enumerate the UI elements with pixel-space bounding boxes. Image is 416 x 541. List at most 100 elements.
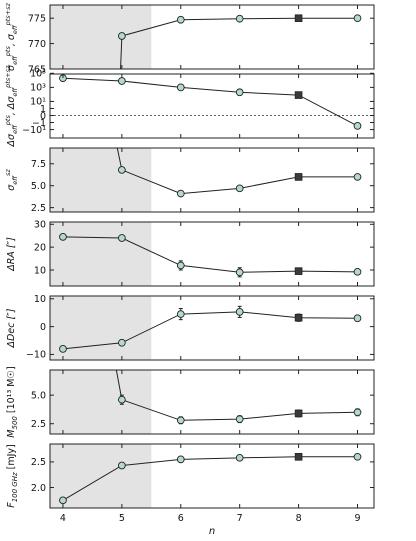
data-point-highlight [294, 91, 303, 99]
y-tick-label: 7.5 [31, 159, 46, 170]
data-point [176, 310, 185, 318]
data-point [353, 173, 362, 181]
data-point [118, 338, 126, 347]
data-point [176, 416, 185, 425]
shaded-region [50, 444, 152, 508]
data-point [235, 453, 244, 462]
y-axis-label: σeffpts, σeffpts+sz [4, 2, 19, 70]
data-point-highlight [294, 14, 303, 23]
data-layer [116, 148, 362, 198]
data-point [353, 122, 362, 130]
y-tick-label: 10¹ [30, 97, 46, 108]
shaded-region [50, 296, 152, 360]
data-layer [59, 305, 362, 353]
x-tick-label: 5 [119, 513, 125, 524]
y-tick-label: 2.0 [31, 483, 46, 494]
data-point [118, 166, 126, 174]
panel-frame [49, 221, 375, 287]
y-tick-label: −1 [32, 118, 46, 129]
data-point [118, 32, 126, 40]
shaded-region [50, 5, 152, 69]
data-layer [59, 452, 362, 505]
series-line [115, 370, 358, 421]
data-point [353, 452, 362, 461]
data-point [59, 345, 67, 353]
x-tick-label: 4 [60, 513, 66, 524]
y-tick-label: 1 [40, 104, 46, 115]
data-point [118, 395, 126, 404]
data-point [235, 14, 244, 23]
y-tick-label: 0 [40, 111, 46, 122]
y-tick-label: 20 [34, 242, 46, 253]
series-line [62, 456, 358, 501]
y-tick-label: 775 [28, 14, 46, 25]
y-axis-label: ΔDec [″] [6, 308, 17, 348]
y-axis-label: σeffsz [4, 169, 19, 191]
data-point [235, 415, 244, 423]
data-point [235, 268, 244, 277]
data-layer [118, 14, 362, 69]
data-point-highlight [294, 313, 303, 322]
panel-frame [49, 295, 375, 361]
y-tick-label: 5.0 [31, 181, 46, 192]
y-tick-label: −10 [26, 350, 46, 361]
data-point [353, 14, 362, 23]
y-tick-label: 765 [28, 64, 46, 75]
series-line [62, 311, 358, 350]
y-tick-label: 2.5 [31, 419, 46, 430]
panel-frame [49, 369, 375, 435]
data-point [176, 15, 185, 24]
y-tick-label: 10 [34, 294, 46, 305]
series-line [62, 77, 358, 127]
y-tick-label: 2.5 [31, 457, 46, 468]
data-point [353, 408, 362, 417]
x-tick-label: 8 [296, 513, 302, 524]
panel-flux-100ghz: 2.0 2.5 F100 GHz [mJy] [6, 443, 375, 509]
y-tick-label: 0 [40, 322, 46, 333]
y-tick-label: 10⁵ [30, 69, 46, 80]
y-tick-label: 2.5 [31, 203, 46, 214]
panel-delta-dec: −10 0 10 ΔDec [″] [6, 294, 375, 361]
y-tick-label: 10 [34, 265, 46, 276]
data-point [176, 261, 185, 270]
data-point [176, 189, 185, 198]
shaded-region [50, 370, 152, 434]
panel-frame [49, 443, 375, 509]
data-point-highlight [294, 452, 303, 461]
series-line [62, 236, 358, 273]
data-point-highlight [294, 267, 303, 275]
data-point [176, 455, 185, 464]
data-point [59, 233, 67, 241]
data-point [235, 308, 244, 316]
data-point [353, 314, 362, 323]
panel-frame [49, 73, 375, 139]
data-point [235, 184, 244, 193]
panel-frame [49, 147, 375, 213]
data-point [118, 77, 126, 85]
y-tick-label: 770 [28, 39, 46, 50]
y-tick-label: 10³ [30, 83, 46, 94]
x-axis-label: n [209, 526, 215, 537]
data-layer [59, 74, 362, 130]
y-axis-label: Δσeffpts, Δσeffpts+sz [4, 65, 19, 147]
y-tick-label: 5.0 [31, 390, 46, 401]
series-line [120, 17, 358, 69]
shaded-region [50, 148, 152, 212]
data-point [59, 496, 67, 505]
y-axis-label: ΔRA [″] [6, 237, 17, 272]
data-point [176, 83, 185, 92]
panel-sigma-eff: 765 770 775 σeffpts, σeffpts+sz [4, 2, 375, 75]
y-tick-label: −10¹ [22, 125, 46, 136]
data-layer [59, 233, 362, 278]
y-axis-label: F100 GHz [mJy] [6, 444, 19, 508]
data-point [118, 461, 126, 470]
data-point [118, 234, 126, 242]
data-point [353, 267, 362, 276]
y-tick-label: 30 [34, 220, 46, 231]
panel-frame [49, 4, 375, 70]
panel-delta-ra: 10 20 30 ΔRA [″] [6, 220, 375, 287]
data-point-highlight [294, 409, 303, 418]
panel-m500: 2.5 5.0 M500 [10¹³ M☉] [6, 366, 375, 438]
